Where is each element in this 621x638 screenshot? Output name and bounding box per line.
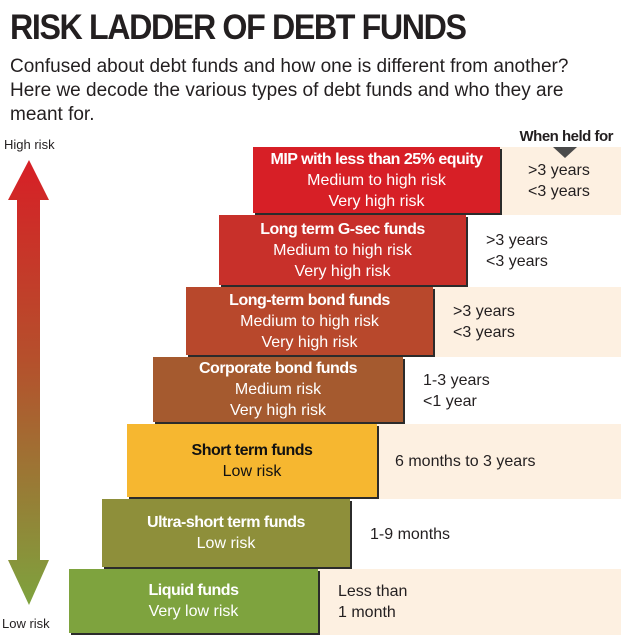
holding-period: Less than 1 month xyxy=(338,569,407,635)
risk-level: Low risk xyxy=(196,535,256,552)
risk-level: Very low risk xyxy=(148,603,239,620)
fund-step: MIP with less than 25% equity Medium to h… xyxy=(253,147,500,213)
holding-period: >3 years <3 years xyxy=(486,215,548,287)
holding-period-line: 1-9 months xyxy=(370,525,451,543)
holding-period: >3 years <3 years xyxy=(528,147,590,215)
holding-period: >3 years <3 years xyxy=(453,287,515,357)
risk-level: Medium to high risk xyxy=(307,171,446,189)
holding-period: 1-3 years <1 year xyxy=(423,357,490,424)
fund-name: Ultra-short term funds xyxy=(147,514,305,531)
duration-band xyxy=(377,424,621,499)
fund-step: Ultra-short term funds Low risk xyxy=(102,499,350,567)
fund-name: MIP with less than 25% equity xyxy=(270,150,483,168)
holding-period-line: >3 years xyxy=(486,232,548,249)
title: RISK LADDER OF DEBT FUNDS xyxy=(10,8,467,47)
fund-name: Long-term bond funds xyxy=(229,291,390,309)
fund-step: Long term G-sec funds Medium to high risk… xyxy=(219,215,466,285)
holding-period-line: <3 years xyxy=(486,253,548,270)
holding-period-line: 1 month xyxy=(338,604,396,621)
fund-name: Short term funds xyxy=(191,441,313,459)
fund-step: Corporate bond funds Medium risk Very high… xyxy=(153,357,403,422)
holding-period-line: >3 years xyxy=(453,303,515,320)
low-risk-label: Low risk xyxy=(2,616,50,631)
risk-level: Very high risk xyxy=(229,402,327,419)
risk-level: Very high risk xyxy=(328,192,425,210)
holding-period: 6 months to 3 years xyxy=(395,424,536,499)
holding-period-line: <1 year xyxy=(423,392,477,410)
subtitle: Confused about debt funds and how one is… xyxy=(10,56,569,125)
holding-period-line: 6 months to 3 years xyxy=(395,453,536,470)
fund-name: Corporate bond funds xyxy=(199,360,357,377)
holding-period-line: Less than xyxy=(338,583,408,600)
when-held-for-header: When held for xyxy=(519,128,614,145)
risk-level: Very high risk xyxy=(294,262,391,280)
risk-level: Medium to high risk xyxy=(240,312,379,330)
duration-band xyxy=(433,287,621,357)
fund-step: Short term funds Low risk xyxy=(127,424,377,497)
risk-level: Very high risk xyxy=(261,333,358,351)
risk-level: Low risk xyxy=(222,462,282,480)
holding-period-line: 1-3 years xyxy=(423,371,490,389)
risk-arrow-icon xyxy=(8,160,49,605)
duration-band xyxy=(318,569,621,635)
holding-period-line: <3 years xyxy=(453,324,515,341)
high-risk-label: High risk xyxy=(4,137,55,152)
holding-period-line: >3 years xyxy=(528,162,590,179)
fund-step: Long-term bond funds Medium to high risk V… xyxy=(186,287,433,355)
holding-period-line: <3 years xyxy=(528,183,590,200)
triangle-down-icon xyxy=(553,147,577,158)
holding-period: 1-9 months xyxy=(370,499,450,569)
fund-name: Long term G-sec funds xyxy=(260,220,425,238)
duration-band xyxy=(500,147,621,215)
fund-name: Liquid funds xyxy=(148,582,239,599)
risk-level: Medium risk xyxy=(234,381,322,398)
risk-level: Medium to high risk xyxy=(273,241,412,259)
fund-step: Liquid funds Very low risk xyxy=(69,569,318,633)
